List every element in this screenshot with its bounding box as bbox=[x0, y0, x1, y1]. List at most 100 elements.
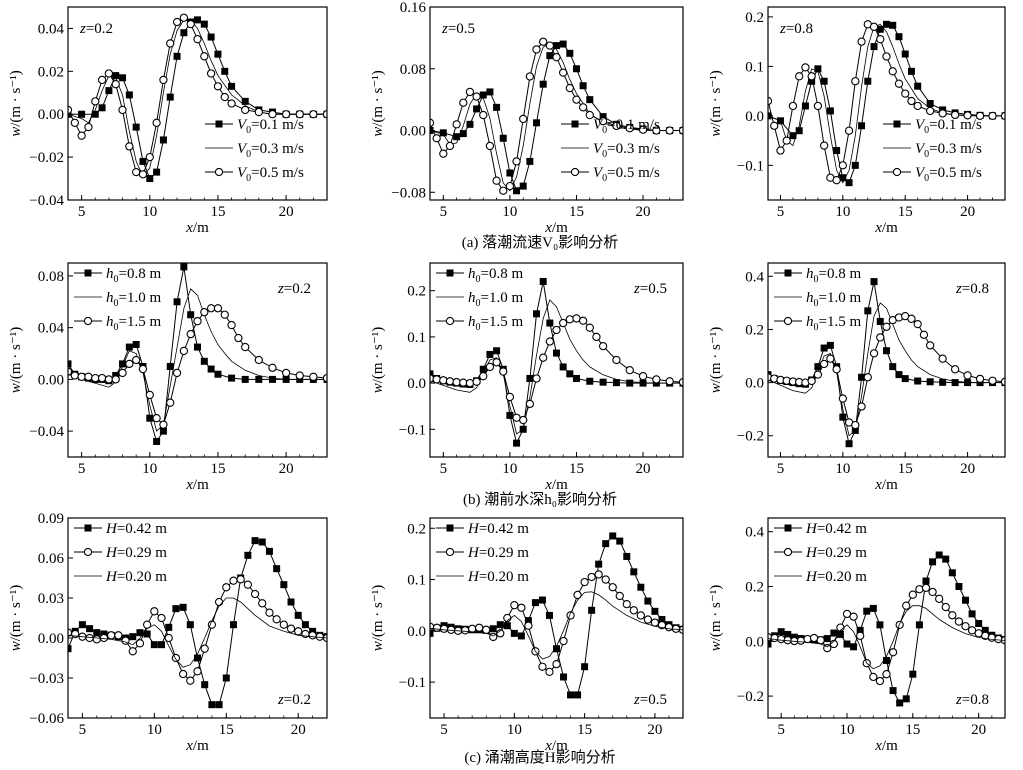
data-point bbox=[519, 114, 528, 124]
data-point bbox=[928, 587, 937, 597]
data-point bbox=[186, 329, 195, 339]
data-point bbox=[125, 343, 133, 351]
data-point bbox=[833, 147, 841, 155]
legend-label-1: H=0.29 m bbox=[105, 545, 167, 561]
data-point bbox=[858, 373, 866, 381]
data-point bbox=[132, 355, 141, 365]
data-point bbox=[869, 604, 877, 612]
series-line bbox=[68, 540, 327, 706]
series-0 bbox=[768, 20, 1005, 187]
data-point bbox=[143, 630, 151, 638]
data-point bbox=[227, 99, 236, 108]
series-2 bbox=[68, 597, 327, 668]
panel-c-z0.5: 5 10 15 20 −0.1 0.0 0.1 0.2 x/m w/(m · s⁻¹) z=0.5 H… bbox=[370, 517, 684, 754]
data-point bbox=[286, 624, 296, 633]
legend-label-0: V0=0.1 m/s bbox=[593, 117, 660, 136]
data-point bbox=[788, 101, 798, 111]
y-tick-label: 0.08 bbox=[400, 62, 426, 78]
y-tick-label: −0.1 bbox=[737, 158, 764, 174]
data-point bbox=[770, 121, 779, 130]
y-tick-label: 0.02 bbox=[38, 64, 64, 80]
y-tick-label: 0.0 bbox=[745, 109, 764, 125]
legend: H=0.42 m H=0.29 m H=0.20 m bbox=[74, 521, 167, 585]
y-tick-label: 0.2 bbox=[407, 521, 426, 537]
data-point bbox=[987, 633, 996, 642]
y-tick-label: 0.00 bbox=[400, 124, 426, 140]
data-point bbox=[118, 105, 127, 115]
data-point bbox=[902, 695, 910, 703]
data-point bbox=[876, 35, 885, 44]
data-point bbox=[479, 372, 488, 381]
data-point bbox=[281, 110, 291, 119]
data-point bbox=[459, 130, 467, 138]
data-point bbox=[623, 552, 631, 560]
data-point bbox=[652, 375, 661, 384]
x-axis-label: x/m bbox=[874, 738, 898, 754]
data-point bbox=[836, 630, 844, 638]
data-point bbox=[193, 317, 202, 326]
y-tick-label: 0.00 bbox=[38, 372, 64, 388]
data-point bbox=[526, 157, 534, 165]
data-point bbox=[201, 681, 209, 689]
data-point bbox=[914, 82, 922, 90]
data-point bbox=[975, 111, 985, 121]
data-point bbox=[132, 123, 140, 131]
data-point bbox=[145, 390, 154, 400]
data-point bbox=[159, 75, 168, 85]
x-axis-label: x/m bbox=[874, 220, 898, 236]
x-tick-label: 20 bbox=[960, 204, 975, 220]
data-point bbox=[308, 631, 317, 640]
plot-frame bbox=[767, 6, 1006, 201]
data-point bbox=[439, 149, 448, 158]
legend-marker-0 bbox=[446, 269, 454, 277]
data-point bbox=[864, 307, 872, 315]
data-point bbox=[901, 89, 910, 98]
x-tick-label: 20 bbox=[971, 722, 986, 738]
data-point bbox=[572, 374, 580, 382]
y-tick-label: 0.06 bbox=[38, 551, 65, 567]
data-point bbox=[166, 398, 175, 407]
data-point bbox=[777, 628, 785, 636]
data-point bbox=[493, 347, 501, 355]
data-point bbox=[954, 617, 964, 626]
data-point bbox=[152, 118, 161, 127]
data-point bbox=[475, 623, 484, 632]
data-point bbox=[566, 49, 574, 57]
data-point bbox=[929, 558, 937, 566]
legend-label-0: H=0.42 m bbox=[805, 521, 867, 537]
data-point bbox=[839, 174, 847, 182]
data-point bbox=[909, 670, 917, 678]
data-point bbox=[612, 379, 620, 387]
legend-marker-2 bbox=[214, 167, 224, 177]
data-point bbox=[938, 109, 947, 118]
data-point bbox=[572, 95, 581, 104]
data-point bbox=[70, 371, 79, 380]
data-point bbox=[265, 608, 274, 617]
data-point bbox=[975, 619, 983, 627]
data-point bbox=[587, 572, 596, 582]
data-point bbox=[644, 597, 652, 605]
data-point bbox=[268, 375, 276, 383]
data-point bbox=[926, 100, 934, 107]
data-point bbox=[950, 110, 960, 120]
data-point bbox=[559, 68, 568, 77]
data-point bbox=[857, 37, 866, 46]
legend-marker-0 bbox=[893, 120, 901, 128]
data-point bbox=[531, 599, 539, 607]
plot-frame bbox=[767, 262, 1006, 458]
data-point bbox=[294, 611, 302, 619]
data-point bbox=[546, 319, 554, 327]
y-tick-label: 0.1 bbox=[745, 59, 764, 75]
data-point bbox=[665, 377, 674, 386]
series-line bbox=[430, 591, 683, 660]
data-point bbox=[826, 341, 834, 349]
data-point bbox=[889, 363, 897, 371]
data-point bbox=[213, 82, 223, 91]
data-point bbox=[295, 371, 304, 380]
data-point bbox=[485, 141, 495, 151]
y-tick-label: 0.04 bbox=[38, 21, 65, 37]
data-point bbox=[118, 368, 127, 378]
data-point bbox=[430, 629, 434, 637]
x-axis-label: x/m bbox=[544, 220, 568, 236]
data-point bbox=[430, 118, 435, 127]
